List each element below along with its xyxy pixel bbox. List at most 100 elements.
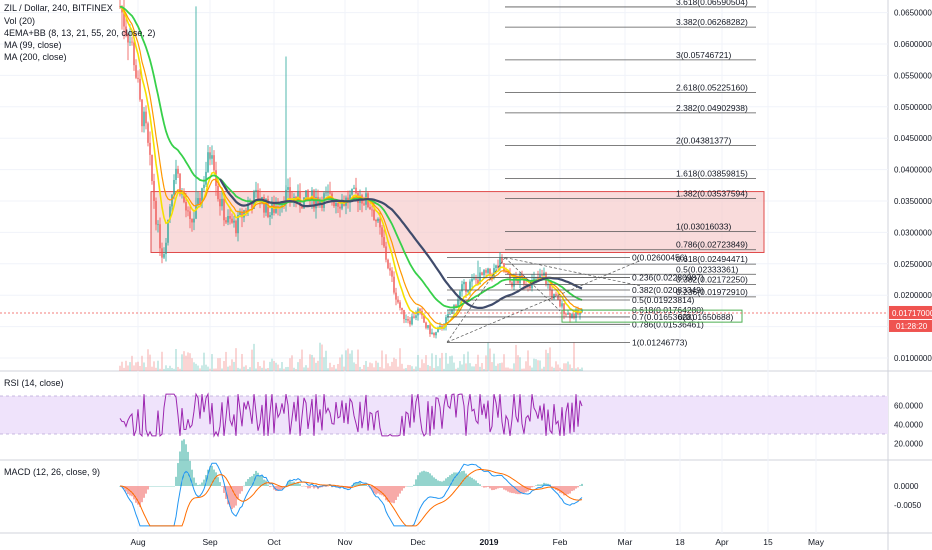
macd-histogram-bar [525, 486, 527, 493]
volume-bar [485, 355, 487, 371]
macd-histogram-bar [323, 486, 325, 487]
volume-bar [575, 368, 577, 371]
candle-body [285, 189, 287, 205]
volume-bar [551, 366, 553, 371]
volume-bar [399, 348, 401, 371]
volume-bar [517, 355, 519, 371]
fib-highlight-box [561, 309, 743, 323]
volume-bar [523, 368, 525, 371]
candle-body [553, 294, 555, 299]
candle-body [499, 257, 501, 268]
volume-bar [161, 351, 163, 371]
volume-bar [137, 361, 139, 371]
volume-bar [271, 358, 273, 371]
candle-body [341, 200, 343, 209]
macd-histogram-bar [189, 460, 191, 486]
macd-histogram-bar [393, 486, 395, 504]
candle-body [567, 313, 569, 315]
candle-body [301, 206, 303, 209]
volume-bar [183, 351, 185, 371]
volume-bar [227, 366, 229, 371]
volume-bar [141, 355, 143, 371]
volume-bar [257, 361, 259, 371]
volume-bar [251, 349, 253, 371]
candle-body [451, 309, 453, 314]
volume-bar [499, 363, 501, 371]
volume-bar [569, 364, 571, 371]
volume-bar [377, 362, 379, 371]
candle-body [153, 181, 155, 201]
indicator-ma99[interactable]: MA (99, close) [4, 40, 62, 50]
candle-body [541, 274, 543, 276]
candle-body [169, 206, 171, 220]
volume-bar [315, 362, 317, 371]
volume-bar [501, 362, 503, 371]
volume-bar [191, 358, 193, 371]
volume-bar [577, 367, 579, 371]
volume-bar [283, 368, 285, 371]
candle-body [513, 277, 515, 287]
indicator-4ema-bb[interactable]: 4EMA+BB (8, 13, 21, 55, 20, close, 2) [4, 28, 156, 38]
volume-bar [443, 368, 445, 371]
candle-body [433, 332, 435, 336]
volume-bar [497, 363, 499, 371]
volume-bar [193, 362, 195, 371]
volume-bar [135, 362, 137, 371]
macd-histogram-bar [229, 486, 231, 507]
candle-body [191, 219, 193, 223]
volume-bar [463, 354, 465, 371]
volume-bar [419, 367, 421, 371]
volume-bar [519, 357, 521, 371]
volume-bar [245, 365, 247, 371]
macd-histogram-bar [413, 484, 415, 486]
macd-histogram-bar [415, 479, 417, 486]
volume-bar [287, 366, 289, 371]
macd-histogram-bar [259, 475, 261, 486]
candle-body [581, 309, 583, 313]
candle-body [471, 278, 473, 282]
volume-bar [311, 354, 313, 371]
macd-histogram-bar [261, 475, 263, 486]
volume-bar [155, 367, 157, 371]
volume-bar [489, 348, 491, 371]
indicator-vol[interactable]: Vol (20) [4, 16, 36, 26]
volume-bar [201, 365, 203, 371]
volume-bar [415, 366, 417, 371]
candle-body [497, 265, 499, 268]
candle-body [275, 206, 277, 213]
projection-dashed-line [446, 257, 506, 343]
macd-histogram-bar [147, 486, 149, 490]
volume-bar [285, 367, 287, 371]
candle-body [381, 227, 383, 238]
volume-bar [427, 364, 429, 371]
symbol-title[interactable]: ZIL / Dollar, 240, BITFINEX [4, 3, 113, 13]
volume-bar [243, 366, 245, 371]
volume-bar [543, 366, 545, 371]
candle-body [145, 111, 147, 124]
macd-histogram-bar [481, 486, 483, 487]
candle-body [479, 272, 481, 285]
volume-bar [229, 365, 231, 371]
rsi-title[interactable]: RSI (14, close) [4, 378, 64, 388]
macd-histogram-bar [141, 486, 143, 503]
macd-histogram-bar [281, 486, 283, 490]
volume-bar [381, 350, 383, 371]
indicator-ma200[interactable]: MA (200, close) [4, 52, 67, 62]
volume-bar [535, 359, 537, 371]
macd-histogram-bar [233, 486, 235, 508]
macd-histogram-bar [171, 486, 173, 487]
macd-histogram-bar [435, 478, 437, 486]
candle-body [521, 273, 523, 277]
macd-histogram-bar [417, 475, 419, 486]
volume-bar [167, 368, 169, 371]
macd-histogram-bar [509, 486, 511, 493]
macd-histogram-bar [387, 486, 389, 502]
macd-title[interactable]: MACD (12, 26, close, 9) [4, 467, 101, 477]
volume-bar [223, 361, 225, 371]
volume-bar [465, 363, 467, 371]
volume-bar [275, 362, 277, 371]
macd-histogram-bar [381, 486, 383, 496]
